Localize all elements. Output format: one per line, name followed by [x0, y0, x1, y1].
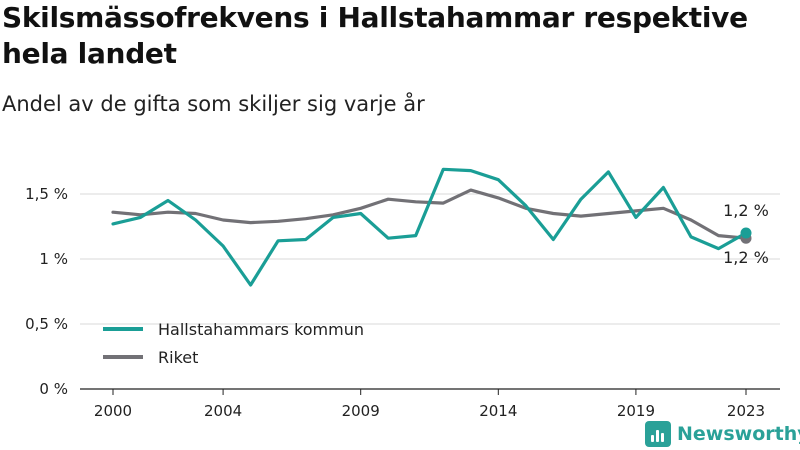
- chart-title: Skilsmässofrekvens i Hallstahammar respe…: [2, 1, 748, 70]
- end-markers: 1,2 % 1,2 %: [723, 201, 769, 267]
- x-tick-label: 2009: [342, 402, 380, 420]
- x-axis: 2000 2004 2009 2014 2019 2023: [94, 389, 765, 420]
- y-tick-label: 0,5 %: [25, 315, 68, 333]
- legend: Hallstahammars kommun Riket: [103, 320, 364, 367]
- y-tick-label: 1,5 %: [25, 185, 68, 203]
- series-line-kommun: [111, 167, 748, 287]
- newsworthy-logo: Newsworthy: [645, 420, 800, 448]
- x-tick-label: 2004: [204, 402, 242, 420]
- y-tick-label: 0 %: [39, 380, 68, 398]
- series-lines: [111, 167, 748, 287]
- end-label-riket: 1,2 %: [723, 248, 769, 267]
- y-axis-labels: 0 % 0,5 % 1 % 1,5 %: [25, 185, 68, 398]
- line-chart: 0 % 0,5 % 1 % 1,5 % 2000 2004 2009 2014 2019 202…: [25, 167, 780, 420]
- chart-subtitle: Andel av de gifta som skiljer sig varje …: [2, 92, 425, 116]
- x-tick-label: 2019: [617, 402, 655, 420]
- legend-label-1: Riket: [158, 348, 198, 367]
- gridlines: [80, 193, 780, 390]
- brand-name: Newsworthy: [677, 423, 800, 445]
- x-tick-label: 2023: [727, 402, 765, 420]
- end-label-kommun: 1,2 %: [723, 201, 769, 220]
- y-tick-label: 1 %: [39, 250, 68, 268]
- end-marker-kommun: [740, 227, 752, 239]
- x-tick-label: 2000: [94, 402, 132, 420]
- legend-label-0: Hallstahammars kommun: [158, 320, 364, 339]
- bar-chart-icon: [645, 421, 671, 447]
- x-tick-label: 2014: [479, 402, 517, 420]
